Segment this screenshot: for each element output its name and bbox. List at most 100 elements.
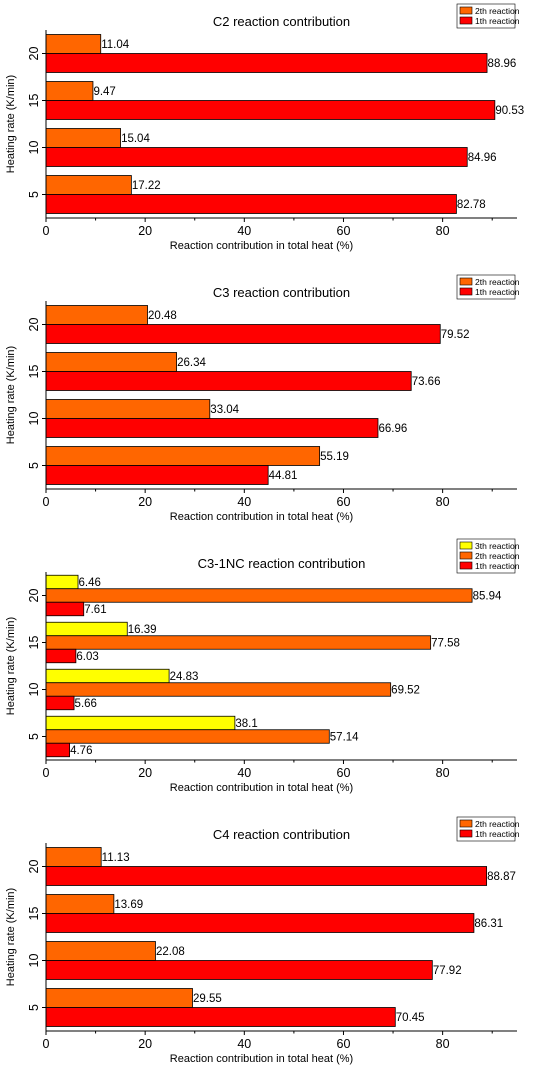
bar-2th-reaction-15	[45, 635, 432, 650]
legend-swatch	[459, 541, 473, 550]
bar-2th-reaction-20	[45, 34, 102, 54]
bar-1th-reaction-20	[45, 53, 488, 73]
legend-label: 3th reaction	[475, 541, 520, 551]
data-label: 29.55	[193, 993, 222, 1005]
bar-2th-reaction-10	[45, 399, 211, 419]
bar-1th-reaction-15	[45, 100, 496, 120]
data-label: 11.04	[101, 39, 130, 51]
data-label: 7.61	[84, 604, 106, 616]
data-label: 82.78	[457, 199, 486, 211]
legend-swatch	[459, 6, 473, 15]
data-label: 22.08	[156, 946, 185, 958]
bar-2th-reaction-5	[45, 175, 132, 195]
data-label: 15.04	[121, 133, 150, 145]
y-tick-label: 15	[27, 907, 41, 921]
legend-label: 1th reaction	[475, 16, 520, 26]
bar-2th-reaction-20	[45, 847, 102, 867]
data-label: 77.58	[431, 638, 460, 650]
x-tick-label: 20	[138, 224, 152, 238]
chart-panel-1: C2 reaction contribution 17.22 82.78 15.04 8…	[5, 3, 524, 252]
bar-1th-reaction-5	[45, 194, 457, 214]
x-tick-label: 0	[43, 766, 50, 780]
bar-3th-reaction-15	[45, 621, 128, 637]
x-axis-label: Reaction contribution in total heat (%)	[170, 240, 353, 252]
legend-swatch	[459, 829, 473, 838]
x-tick-label: 0	[43, 495, 50, 509]
x-tick-label: 40	[237, 1037, 251, 1051]
x-axis-label: Reaction contribution in total heat (%)	[170, 782, 353, 794]
y-axis-label: Heating rate (K/min)	[5, 888, 17, 986]
y-tick-label: 5	[27, 733, 41, 740]
bar-1th-reaction-10	[45, 418, 379, 438]
data-label: 24.83	[170, 671, 199, 683]
bar-3th-reaction-20	[45, 574, 79, 590]
data-label: 26.34	[177, 357, 206, 369]
data-label: 70.45	[396, 1012, 425, 1024]
bar-1th-reaction-15	[45, 913, 475, 933]
x-tick-label: 80	[436, 495, 450, 509]
legend-swatch	[459, 819, 473, 828]
data-label: 13.69	[114, 899, 143, 911]
chart-panel-3: C3-1NC reaction contribution 38.1 57.14 4.7…	[5, 538, 520, 794]
bar-2th-reaction-10	[45, 941, 156, 961]
bar-2th-reaction-15	[45, 894, 115, 914]
x-tick-label: 80	[436, 224, 450, 238]
data-label: 73.66	[412, 376, 441, 388]
x-tick-label: 40	[237, 224, 251, 238]
data-label: 90.53	[495, 105, 524, 117]
data-label: 6.03	[76, 651, 98, 663]
bar-2th-reaction-10	[45, 682, 392, 697]
y-tick-label: 20	[27, 860, 41, 874]
data-label: 77.92	[433, 965, 462, 977]
legend-swatch	[459, 561, 473, 570]
bar-2th-reaction-5	[45, 446, 321, 466]
legend-swatch	[459, 287, 473, 296]
legend-label: 1th reaction	[475, 561, 520, 571]
y-tick-label: 15	[27, 365, 41, 379]
x-tick-label: 0	[43, 1037, 50, 1051]
data-label: 57.14	[330, 732, 359, 744]
bar-2th-reaction-5	[45, 988, 193, 1008]
chart-panel-2: C3 reaction contribution 55.19 44.81 33.04 6…	[5, 274, 520, 523]
data-label: 33.04	[210, 404, 239, 416]
data-label: 20.48	[148, 310, 177, 322]
bar-3th-reaction-10	[45, 668, 170, 684]
bar-2th-reaction-5	[45, 729, 330, 744]
bar-3th-reaction-5	[45, 715, 236, 731]
y-tick-label: 15	[27, 94, 41, 108]
x-tick-label: 40	[237, 766, 251, 780]
bar-1th-reaction-20	[45, 866, 488, 886]
data-label: 85.94	[473, 591, 502, 603]
legend-swatch	[459, 16, 473, 25]
legend-label: 1th reaction	[475, 287, 520, 297]
y-axis-label: Heating rate (K/min)	[5, 617, 17, 715]
x-tick-label: 40	[237, 495, 251, 509]
bar-1th-reaction-10	[45, 695, 75, 711]
bar-2th-reaction-15	[45, 352, 177, 372]
y-tick-label: 5	[27, 462, 41, 469]
legend-label: 2th reaction	[475, 551, 520, 561]
data-label: 55.19	[320, 451, 349, 463]
y-tick-label: 20	[27, 47, 41, 61]
chart-title: C2 reaction contribution	[213, 14, 350, 29]
bar-2th-reaction-15	[45, 81, 94, 101]
chart-title: C3 reaction contribution	[213, 285, 350, 300]
chart-title: C4 reaction contribution	[213, 827, 350, 842]
x-tick-label: 60	[337, 495, 351, 509]
bar-2th-reaction-20	[45, 305, 148, 325]
x-tick-label: 0	[43, 224, 50, 238]
x-tick-label: 60	[337, 224, 351, 238]
bar-1th-reaction-5	[45, 1007, 396, 1027]
bar-1th-reaction-5	[45, 465, 269, 485]
x-tick-label: 20	[138, 495, 152, 509]
y-tick-label: 10	[27, 954, 41, 968]
data-label: 44.81	[269, 470, 298, 482]
y-tick-label: 5	[27, 191, 41, 198]
data-label: 17.22	[132, 180, 161, 192]
x-tick-label: 80	[436, 766, 450, 780]
data-label: 88.87	[487, 871, 516, 883]
